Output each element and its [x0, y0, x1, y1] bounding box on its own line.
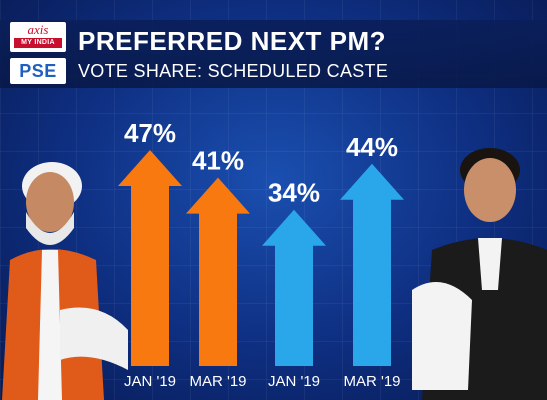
category-label-1: JAN '19 — [124, 373, 176, 390]
chart-subtitle: VOTE SHARE: SCHEDULED CASTE — [78, 61, 389, 81]
category-label-4: MAR '19 — [343, 373, 400, 390]
right-portrait-image — [412, 148, 547, 400]
bar-value-label-2: 41% — [192, 146, 244, 176]
my-india-logo-text: MY INDIA — [14, 38, 62, 48]
bar-arrow-3 — [262, 209, 326, 366]
bar-value-label-1: 47% — [124, 118, 176, 148]
bar-arrow-1 — [118, 150, 182, 366]
bar-arrow-2 — [186, 177, 250, 366]
left-portrait-image — [2, 162, 128, 400]
bar-arrow-4 — [340, 163, 404, 366]
chart-title: PREFERRED NEXT PM? — [78, 26, 387, 56]
bar-value-label-3: 34% — [268, 178, 320, 208]
axis-logo-text: axis — [27, 22, 49, 37]
header-band — [0, 20, 547, 88]
category-label-3: JAN '19 — [268, 373, 320, 390]
pse-logo: PSE — [10, 58, 66, 84]
bar-value-label-4: 44% — [346, 132, 398, 162]
category-label-2: MAR '19 — [189, 373, 246, 390]
pse-logo-text: PSE — [19, 61, 57, 81]
axis-my-india-logo: axis MY INDIA — [10, 22, 66, 52]
